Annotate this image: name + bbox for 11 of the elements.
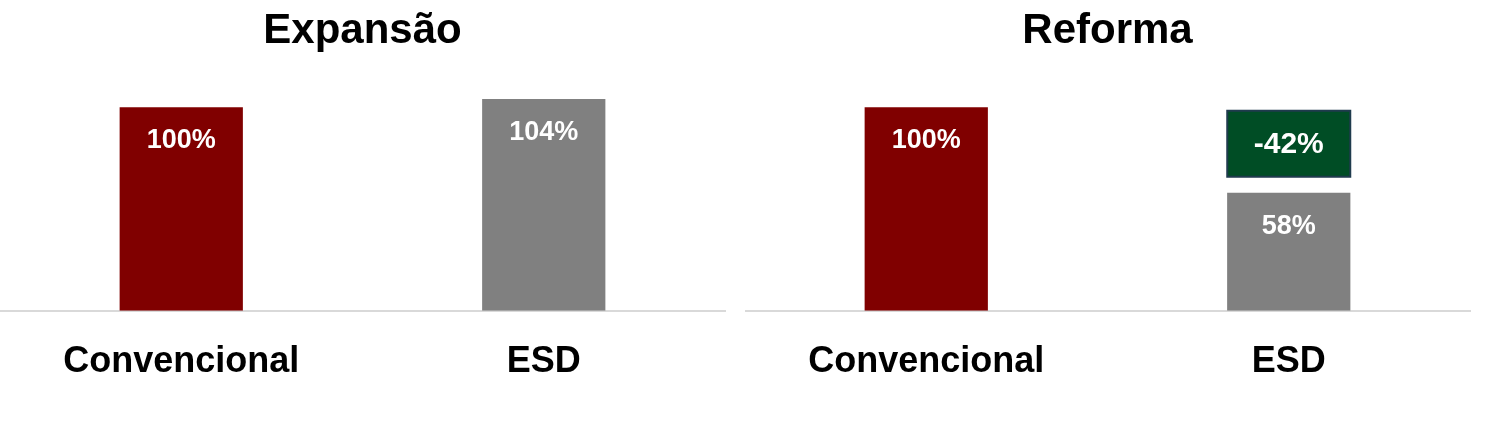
data-label: 104%	[509, 115, 579, 146]
annotation: -42%	[1253, 125, 1324, 159]
data-label: 100%	[891, 124, 961, 155]
x-tick-label: ESD	[506, 339, 581, 381]
chart-title: Reforma	[1022, 4, 1194, 52]
x-tick-label: Convencional	[808, 339, 1045, 381]
data-label: 58%	[1261, 209, 1316, 240]
data-label: 100%	[146, 124, 216, 155]
x-tick-label: ESD	[1251, 339, 1326, 381]
chart-title: Expansão	[263, 4, 462, 52]
x-tick-label: Convencional	[63, 339, 300, 381]
